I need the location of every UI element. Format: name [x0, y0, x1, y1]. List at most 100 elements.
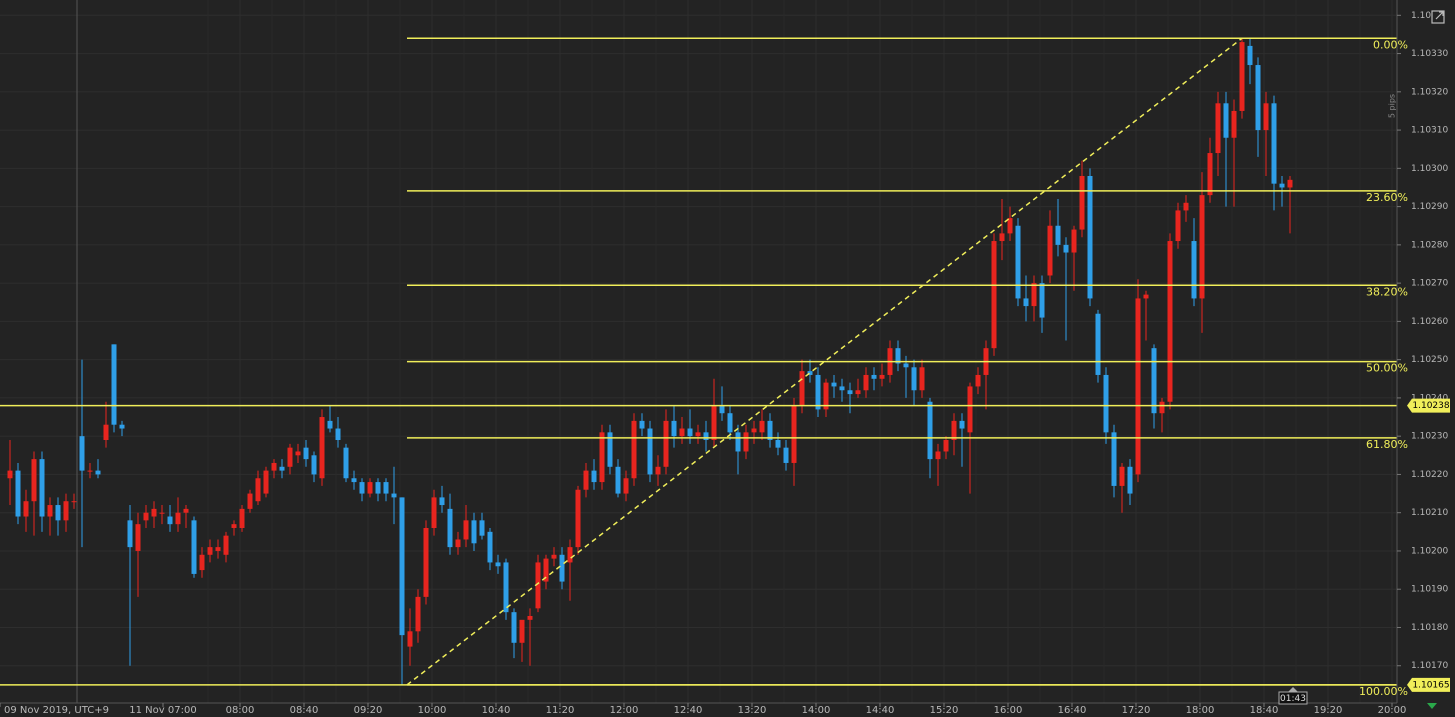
candle-body	[735, 432, 741, 452]
candle-body	[591, 470, 597, 483]
candle-body	[7, 470, 13, 479]
x-tick-label: 16:40	[1058, 705, 1087, 716]
candle-body	[103, 424, 109, 440]
x-tick-label: 14:40	[866, 705, 895, 716]
candle-body	[599, 432, 605, 483]
candle-body	[1239, 42, 1245, 111]
candle-body	[951, 420, 957, 440]
candle-body	[871, 374, 877, 379]
candle-body	[1015, 225, 1021, 299]
x-tick-label: 11 Nov 07:00	[129, 705, 196, 716]
candle-body	[511, 612, 517, 643]
x-tick-label: 12:00	[610, 705, 639, 716]
candle-body	[15, 470, 21, 517]
x-tick-label: 12:40	[674, 705, 703, 716]
candle-body	[815, 374, 821, 410]
y-tick-label: 1.10190	[1411, 585, 1448, 595]
candle-body	[1263, 103, 1269, 131]
candle-body	[79, 436, 85, 471]
candle-body	[95, 470, 101, 475]
candle-body	[1151, 348, 1157, 414]
candle-body	[863, 374, 869, 391]
candle-body	[1135, 298, 1141, 475]
candle-body	[487, 531, 493, 563]
candle-body	[167, 516, 173, 525]
candle-body	[255, 478, 261, 502]
fib-level-label: 50.00%	[1366, 362, 1408, 375]
fib-level-label: 23.60%	[1366, 191, 1408, 204]
candle-body	[695, 432, 701, 437]
candle-body	[55, 505, 61, 521]
candle-body	[847, 390, 853, 395]
candle-body	[791, 405, 797, 463]
candle-body	[975, 374, 981, 387]
candle-body	[447, 508, 453, 548]
candle-body	[743, 432, 749, 452]
candle-body	[775, 440, 781, 448]
candle-body	[1031, 283, 1037, 307]
countdown-arrow	[1288, 687, 1298, 692]
candle-body	[935, 451, 941, 460]
candle-body	[583, 470, 589, 490]
candle-body	[183, 508, 189, 513]
candle-body	[927, 401, 933, 460]
candle-body	[719, 405, 725, 414]
candle-body	[87, 470, 93, 472]
candle-body	[911, 367, 917, 391]
price-axis	[1397, 0, 1455, 717]
candle-body	[1071, 229, 1077, 253]
candle-body	[503, 562, 509, 613]
candle-body	[623, 478, 629, 494]
candle-body	[263, 470, 269, 494]
candle-body	[1143, 294, 1149, 299]
candle-body	[119, 424, 125, 429]
candle-body	[711, 405, 717, 440]
y-tick-label: 1.10250	[1411, 355, 1448, 365]
popout-icon-arrow[interactable]	[1435, 11, 1444, 20]
candle-body	[159, 512, 165, 514]
candle-body	[799, 371, 805, 406]
candle-body	[1047, 225, 1053, 276]
candle-body	[527, 616, 533, 620]
y-tick-label: 1.10180	[1411, 623, 1448, 633]
y-tick-label: 1.10300	[1411, 164, 1448, 174]
candle-body	[1287, 179, 1293, 188]
candle-body	[1255, 65, 1261, 131]
x-tick-label: 20:00	[1378, 705, 1407, 716]
candle-body	[1167, 241, 1173, 402]
candle-body	[231, 524, 237, 528]
candle-body	[639, 420, 645, 429]
candle-body	[1023, 298, 1029, 307]
y-tick-label: 1.10230	[1411, 432, 1448, 442]
candle-body	[191, 520, 197, 574]
y-tick-label: 1.10270	[1411, 279, 1448, 289]
candle-body	[919, 367, 925, 391]
candle-body	[383, 482, 389, 494]
candle-body	[959, 420, 965, 429]
candle-body	[327, 420, 333, 429]
candle-body	[1191, 241, 1197, 299]
price-box-label: 1.10165	[1412, 680, 1449, 690]
candle-body	[279, 466, 285, 471]
current-marker	[1427, 703, 1437, 709]
candle-body	[151, 508, 157, 517]
candle-body	[1007, 218, 1013, 234]
popout-icon[interactable]	[1431, 10, 1445, 24]
popout-icon-frame[interactable]	[1431, 10, 1445, 24]
candle-body	[687, 428, 693, 437]
x-tick-label: 18:00	[1186, 705, 1215, 716]
x-tick-label: 17:20	[1122, 705, 1151, 716]
x-tick-label: 10:00	[418, 705, 447, 716]
x-tick-label: 09:20	[354, 705, 383, 716]
candle-body	[783, 447, 789, 463]
y-tick-label: 1.10	[1411, 11, 1431, 21]
candle-body	[519, 619, 525, 643]
candle-body	[47, 505, 53, 517]
candle-body	[143, 512, 149, 521]
candle-body	[1111, 432, 1117, 486]
candle-body	[1247, 45, 1253, 66]
candle-body	[551, 554, 557, 559]
candle-body	[303, 447, 309, 460]
